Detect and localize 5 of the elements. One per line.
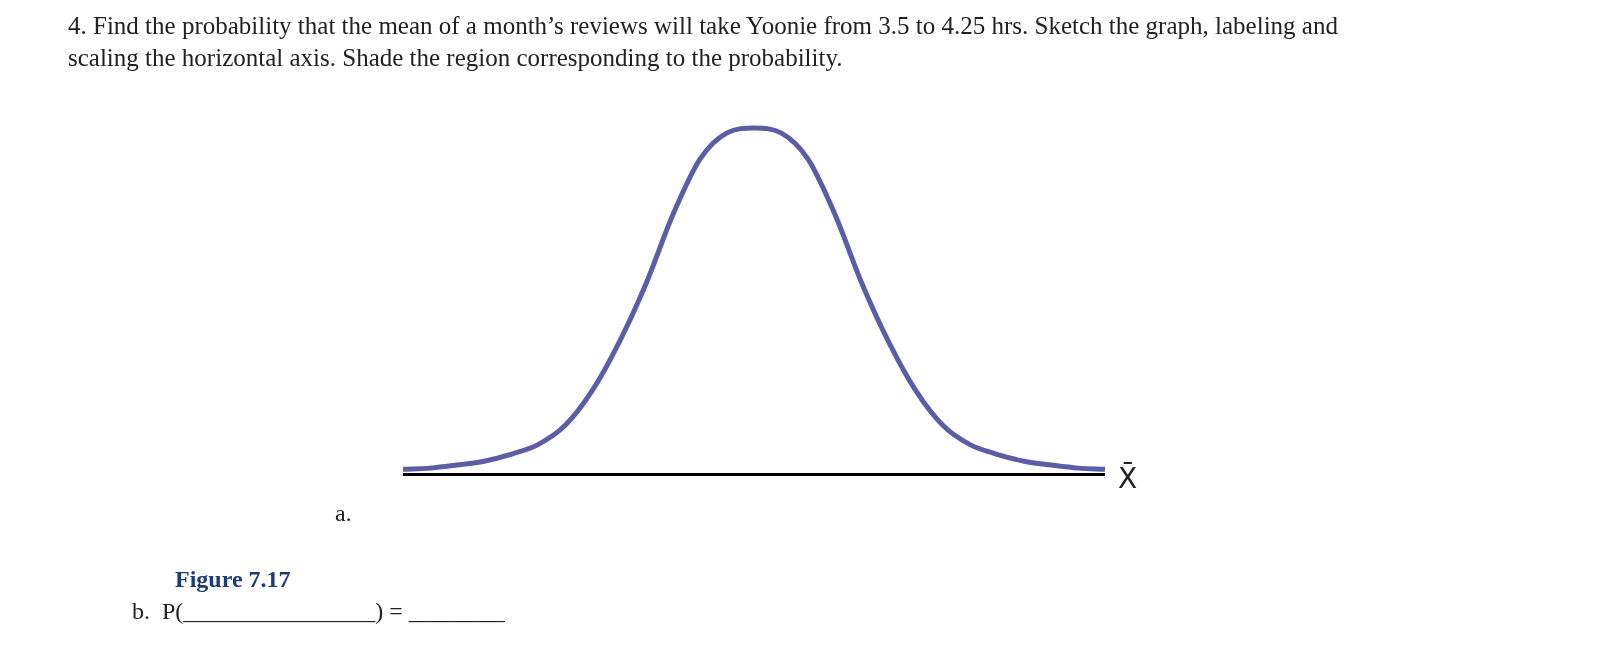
- text: b. P(________________) = ________: [132, 598, 505, 625]
- caption: Figure 7.17: [175, 566, 291, 593]
- chart-title: 4. Find the probability that the mean of a month’s reviews will take Yoonie from 3.5 to 4.25 hrs. Sketch the graph, labeling and scaling the horizontal axis. Shade the region corresponding to the probability.: [68, 11, 1339, 73]
- text: a.: [335, 500, 352, 527]
- x-axis-title: X̄: [1118, 462, 1138, 495]
